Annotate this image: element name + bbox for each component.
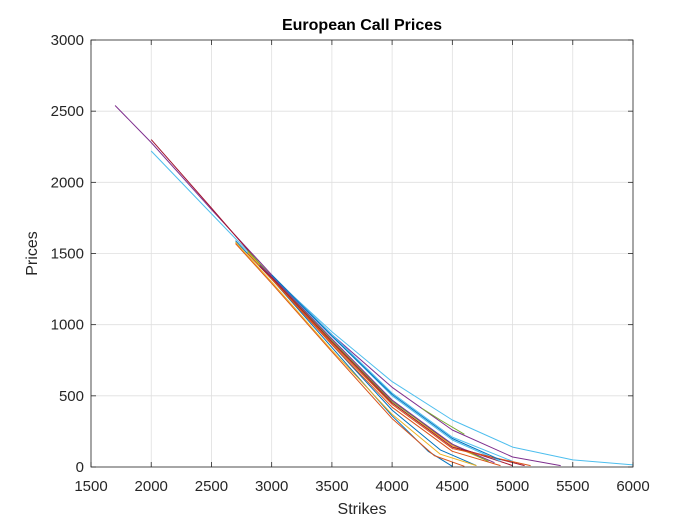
series-line-11	[421, 408, 465, 435]
x-tick-label: 6000	[616, 478, 649, 495]
x-tick-label: 5000	[496, 478, 529, 495]
series-line-6	[235, 243, 465, 467]
x-tick-label: 5500	[556, 478, 589, 495]
series-line-15	[259, 265, 525, 467]
series-line-7	[247, 253, 501, 467]
y-tick-label: 500	[59, 388, 84, 405]
x-tick-label: 4500	[436, 478, 469, 495]
y-axis-label: Prices	[24, 231, 41, 275]
series-layer	[114, 105, 634, 467]
y-tick-label: 3000	[51, 32, 84, 49]
x-tick-label: 3500	[315, 478, 348, 495]
series-line-13	[271, 274, 513, 462]
y-tick-label: 1500	[51, 246, 84, 263]
series-line-17	[271, 274, 501, 461]
x-tick-label: 2000	[135, 478, 168, 495]
y-tick-label: 2000	[51, 174, 84, 191]
x-tick-label: 4000	[375, 478, 408, 495]
axis-ticks: 1500 2000 2500 3000 3500 4000 4500 5000 5500 6000…	[51, 32, 650, 495]
chart-title: European Call Prices	[282, 17, 442, 34]
series-line-16	[271, 278, 531, 467]
series-line-8	[235, 241, 477, 467]
x-tick-label: 3000	[255, 478, 288, 495]
y-tick-label: 1000	[51, 317, 84, 334]
y-tick-label: 0	[76, 459, 84, 476]
series-line-14	[259, 264, 495, 464]
x-tick-label: 1500	[74, 478, 107, 495]
series-line-1	[150, 150, 634, 466]
x-axis-label: Strikes	[338, 501, 387, 518]
x-tick-label: 2500	[195, 478, 228, 495]
y-tick-label: 2500	[51, 103, 84, 120]
